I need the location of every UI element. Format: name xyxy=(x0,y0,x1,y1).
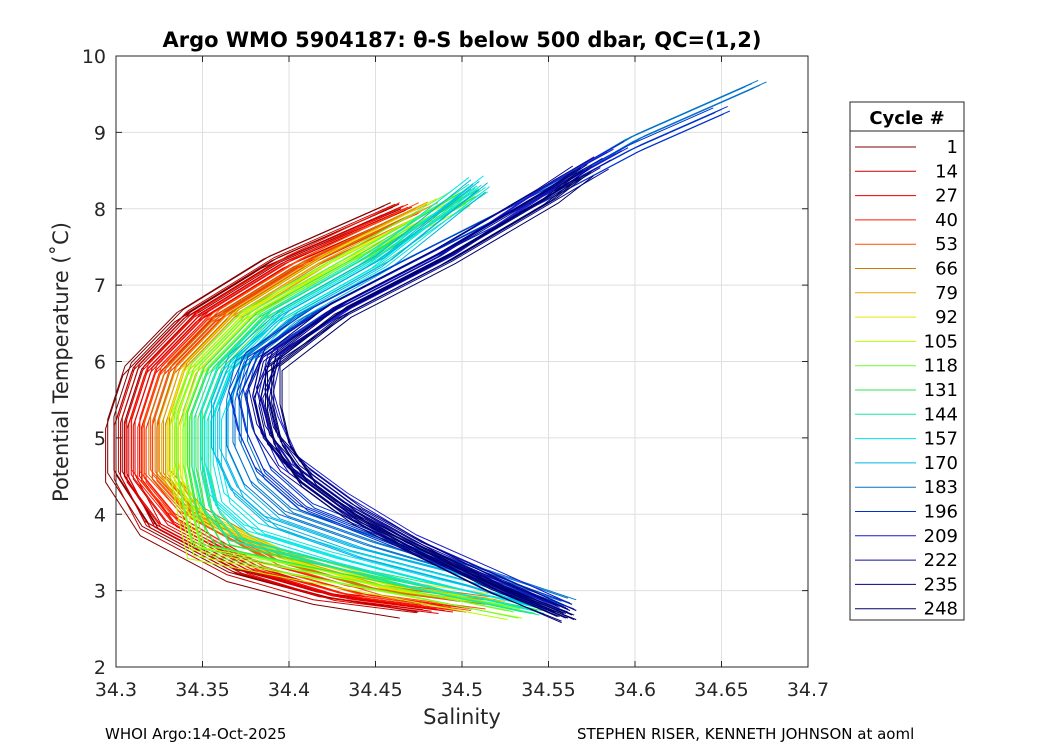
legend-label: 14 xyxy=(935,161,958,182)
legend-label: 1 xyxy=(947,137,958,158)
y-tick-label: 2 xyxy=(94,657,106,679)
footer-date: WHOI Argo:14-Oct-2025 xyxy=(105,725,287,743)
series-lines xyxy=(105,79,767,624)
legend-label: 79 xyxy=(935,283,958,304)
y-axis-label: Potential Temperature (˚C) xyxy=(49,222,73,502)
series-line-cycle-248 xyxy=(267,177,580,622)
legend-label: 131 xyxy=(924,380,958,401)
series-line-cycle-157 xyxy=(204,183,543,610)
chart-title: Argo WMO 5904187: θ-S below 500 dbar, QC… xyxy=(163,28,762,52)
series-line-cycle-27 xyxy=(132,211,445,611)
x-tick-label: 34.4 xyxy=(268,679,310,701)
legend-label: 157 xyxy=(924,429,958,450)
series-line-cycle-14 xyxy=(113,211,418,614)
series-line-cycle-157 xyxy=(200,177,539,604)
x-tick-label: 34.6 xyxy=(614,679,656,701)
x-tick-label: 34.55 xyxy=(521,679,575,701)
legend-label: 183 xyxy=(924,477,958,498)
x-tick-labels: 34.3 34.35 34.4 34.45 34.5 34.55 34.6 34.65 34.7 xyxy=(95,679,829,701)
series-line-cycle-170 xyxy=(210,179,541,601)
x-tick-label: 34.65 xyxy=(694,679,748,701)
series-line-cycle-1 xyxy=(107,205,402,610)
series-line-cycle-196 xyxy=(228,107,714,607)
legend-items: 1 14 27 40 53 66 79 92 105 118 131 144 157 170 183 196 2… xyxy=(855,137,958,620)
series-line-cycle-235 xyxy=(258,176,580,624)
series-line-cycle-40 xyxy=(137,212,458,611)
series-line-cycle-235 xyxy=(254,170,576,618)
series-line-cycle-40 xyxy=(139,203,460,602)
legend-label: 53 xyxy=(935,234,958,255)
series-line-cycle-235 xyxy=(266,164,588,611)
legend-title: Cycle # xyxy=(869,108,944,129)
series-line-cycle-105 xyxy=(186,196,525,610)
series-line-cycle-14 xyxy=(119,208,424,611)
series-line-cycle-248 xyxy=(279,170,592,616)
legend-label: 66 xyxy=(935,259,958,280)
legend-label: 248 xyxy=(924,599,958,620)
series-line-cycle-40 xyxy=(145,214,467,613)
series-line-cycle-118 xyxy=(184,196,515,613)
series-line-cycle-27 xyxy=(141,212,454,613)
series-line-cycle-14 xyxy=(128,209,432,612)
series-line-cycle-222 xyxy=(262,168,609,621)
series-line-cycle-183 xyxy=(226,86,746,605)
series-line-cycle-170 xyxy=(227,182,557,604)
legend-label: 40 xyxy=(935,210,958,231)
x-tick-label: 34.35 xyxy=(175,679,229,701)
x-tick-label: 34.5 xyxy=(441,679,483,701)
y-tick-label: 5 xyxy=(94,428,106,450)
series-line-cycle-170 xyxy=(213,183,543,605)
legend-label: 144 xyxy=(924,404,958,425)
legend-label: 27 xyxy=(935,186,958,207)
legend-label: 235 xyxy=(924,574,958,595)
series-line-cycle-235 xyxy=(260,167,582,614)
series-line-cycle-144 xyxy=(191,183,521,608)
legend-box xyxy=(849,101,965,621)
legend-label: 92 xyxy=(935,307,958,328)
series-line-cycle-27 xyxy=(124,209,437,610)
plot-frame xyxy=(115,55,809,668)
y-tick-label: 7 xyxy=(94,275,106,297)
y-tick-label: 6 xyxy=(94,352,106,374)
y-tick-label: 8 xyxy=(94,199,106,221)
x-tick-label: 34.45 xyxy=(348,679,402,701)
legend-label: 118 xyxy=(924,356,958,377)
y-tick-label: 3 xyxy=(94,581,106,603)
series-line-cycle-105 xyxy=(171,197,510,611)
y-tick-label: 4 xyxy=(94,504,106,526)
series-line-cycle-248 xyxy=(281,175,594,621)
legend-label: 209 xyxy=(924,526,958,547)
series-line-cycle-248 xyxy=(273,173,586,619)
legend-label: 196 xyxy=(924,502,958,523)
x-tick-label: 34.7 xyxy=(787,679,829,701)
x-axis-label: Salinity xyxy=(423,705,501,729)
legend-label: 222 xyxy=(924,550,958,571)
series-line-cycle-170 xyxy=(225,191,555,613)
series-line-cycle-248 xyxy=(264,172,578,618)
series-line-cycle-170 xyxy=(217,190,547,611)
x-tick-label: 34.3 xyxy=(95,679,137,701)
series-line-cycle-14 xyxy=(117,203,422,606)
footer-credits: STEPHEN RISER, KENNETH JOHNSON at aoml xyxy=(577,725,915,743)
legend: Cycle # 1 14 27 40 53 66 79 92 105 118 131 144 157 17… xyxy=(849,101,965,621)
y-tick-label: 10 xyxy=(82,46,106,68)
legend-label: 105 xyxy=(924,331,958,352)
series-line-cycle-157 xyxy=(206,187,545,615)
series-line-cycle-40 xyxy=(131,202,452,601)
series-line-cycle-27 xyxy=(126,214,439,615)
legend-label: 170 xyxy=(924,453,958,474)
series-line-cycle-248 xyxy=(271,169,584,615)
y-tick-labels: 2 3 4 5 6 7 8 9 10 xyxy=(82,46,106,679)
y-tick-label: 9 xyxy=(94,122,106,144)
